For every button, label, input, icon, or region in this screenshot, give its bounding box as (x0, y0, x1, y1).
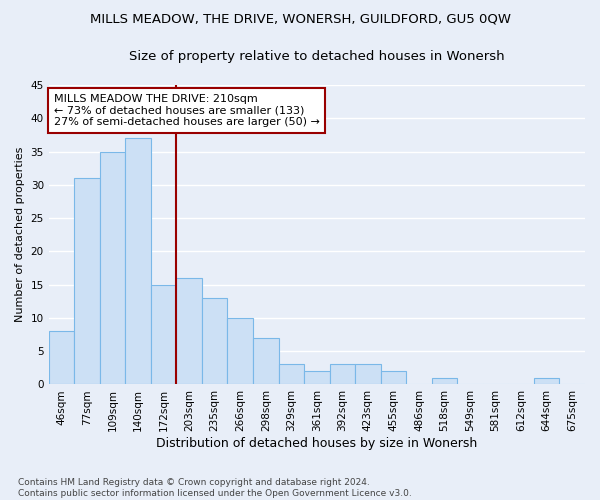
Bar (304, 371, 329, 384)
Bar (74, 178, 100, 384)
Text: MILLS MEADOW THE DRIVE: 210sqm
← 73% of detached houses are smaller (133)
27% of: MILLS MEADOW THE DRIVE: 210sqm ← 73% of … (54, 94, 320, 127)
Bar (125, 138, 151, 384)
Bar (432, 378, 457, 384)
Bar (329, 364, 355, 384)
Bar (227, 318, 253, 384)
Bar (355, 364, 380, 384)
Bar (253, 338, 278, 384)
X-axis label: Distribution of detached houses by size in Wonersh: Distribution of detached houses by size … (156, 437, 478, 450)
Bar (202, 298, 227, 384)
Bar (534, 378, 559, 384)
Bar (278, 364, 304, 384)
Text: Contains HM Land Registry data © Crown copyright and database right 2024.
Contai: Contains HM Land Registry data © Crown c… (18, 478, 412, 498)
Bar (380, 371, 406, 384)
Title: Size of property relative to detached houses in Wonersh: Size of property relative to detached ho… (129, 50, 505, 63)
Bar (100, 152, 125, 384)
Bar (176, 278, 202, 384)
Bar (151, 284, 176, 384)
Text: MILLS MEADOW, THE DRIVE, WONERSH, GUILDFORD, GU5 0QW: MILLS MEADOW, THE DRIVE, WONERSH, GUILDF… (89, 12, 511, 26)
Y-axis label: Number of detached properties: Number of detached properties (15, 147, 25, 322)
Bar (49, 331, 74, 384)
